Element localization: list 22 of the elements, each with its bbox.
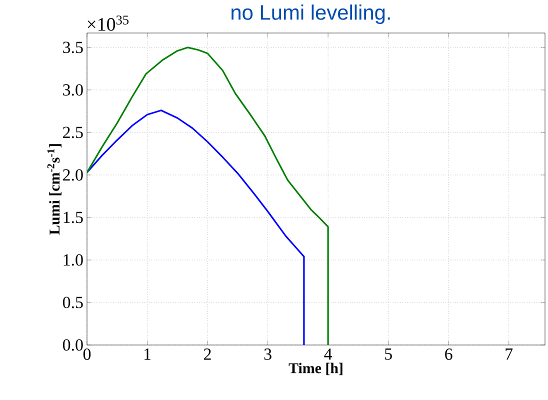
y-tick-label: 3.5 — [63, 42, 83, 54]
x-tick-label: 0 — [83, 348, 91, 360]
x-tick-label: 6 — [445, 348, 452, 360]
x-axis-title: Time [h] — [288, 362, 342, 376]
line-series — [87, 110, 305, 345]
y-axis-title: Lumi [cm$^{-2}$s$^{-1}$] — [47, 144, 62, 235]
y-tick-label: 3.0 — [63, 84, 83, 96]
x-tick-label: 7 — [506, 348, 513, 360]
text: ×10$^{35}$ — [88, 16, 129, 31]
y-tick-label: 2.0 — [63, 169, 83, 181]
x-tick-label: 3 — [264, 348, 272, 360]
line-series — [87, 46, 329, 345]
y-tick-label: 1.0 — [64, 254, 83, 266]
y-tick-label: 1.5 — [64, 212, 83, 224]
x-tick-label: 4 — [324, 348, 332, 360]
x-tick-label: 5 — [385, 348, 392, 360]
chart-title: no Lumi levelling. — [232, 4, 390, 24]
y-tick-label: 0.0 — [62, 339, 83, 351]
x-tick-label: 2 — [204, 348, 211, 360]
x-tick-label: 1 — [144, 348, 150, 360]
y-tick-label: 2.5 — [63, 126, 83, 138]
y-tick-label: 0.5 — [62, 296, 83, 308]
